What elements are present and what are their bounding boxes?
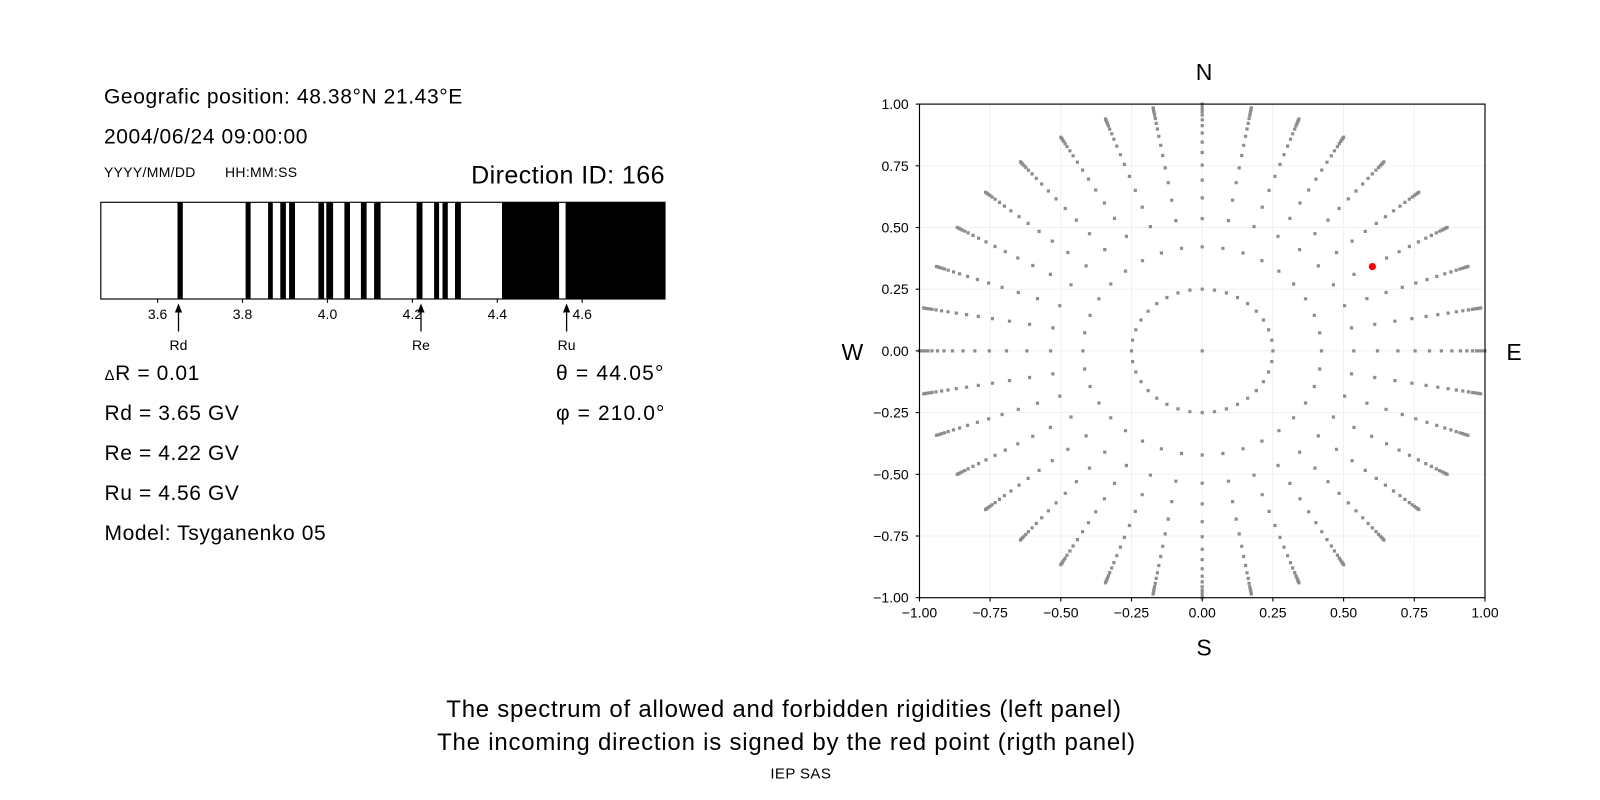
- svg-text:Direction ID: 166: Direction ID: 166: [471, 162, 665, 190]
- svg-text:N: N: [1196, 59, 1213, 85]
- svg-text:0.75: 0.75: [881, 158, 908, 174]
- svg-text:Ru = 4.56 GV: Ru = 4.56 GV: [105, 482, 240, 505]
- svg-text:HH:MM:SS: HH:MM:SS: [225, 164, 297, 180]
- svg-text:The incoming direction is sign: The incoming direction is signed by the …: [437, 729, 1136, 756]
- svg-text:3.6: 3.6: [148, 306, 168, 322]
- svg-text:−0.25: −0.25: [873, 405, 909, 421]
- svg-text:θ = 44.05°: θ = 44.05°: [556, 362, 665, 385]
- svg-text:YYYY/MM/DD: YYYY/MM/DD: [104, 164, 196, 180]
- svg-text:−0.75: −0.75: [972, 605, 1008, 621]
- svg-text:Geografic position: 48.38°N 21: Geografic position: 48.38°N 21.43°E: [104, 86, 463, 109]
- svg-text:1.00: 1.00: [881, 96, 908, 112]
- svg-text:S: S: [1196, 635, 1211, 661]
- svg-text:−1.00: −1.00: [873, 590, 909, 606]
- svg-text:0.50: 0.50: [1330, 605, 1357, 621]
- svg-text:E: E: [1506, 339, 1521, 365]
- svg-text:1.00: 1.00: [1471, 605, 1498, 621]
- svg-text:0.00: 0.00: [1189, 605, 1216, 621]
- svg-text:Model: Tsyganenko 05: Model: Tsyganenko 05: [105, 522, 327, 545]
- svg-text:4.2: 4.2: [403, 306, 423, 322]
- svg-text:−0.25: −0.25: [1114, 605, 1150, 621]
- svg-text:IEP SAS: IEP SAS: [770, 765, 831, 782]
- svg-text:−0.75: −0.75: [873, 528, 909, 544]
- svg-text:Re: Re: [412, 337, 430, 353]
- svg-text:ΔR = 0.01: ΔR = 0.01: [105, 362, 200, 385]
- svg-text:0.00: 0.00: [881, 343, 908, 359]
- svg-text:4.0: 4.0: [318, 306, 338, 322]
- svg-text:−1.00: −1.00: [902, 605, 938, 621]
- svg-text:φ = 210.0°: φ = 210.0°: [556, 402, 666, 425]
- svg-text:The spectrum of allowed and fo: The spectrum of allowed and forbidden ri…: [446, 696, 1121, 723]
- svg-text:W: W: [842, 339, 864, 365]
- svg-text:Re = 4.22 GV: Re = 4.22 GV: [105, 442, 240, 465]
- svg-text:4.4: 4.4: [488, 306, 508, 322]
- svg-text:Rd: Rd: [170, 337, 188, 353]
- svg-text:−0.50: −0.50: [873, 466, 909, 482]
- svg-text:0.75: 0.75: [1401, 605, 1428, 621]
- svg-text:0.50: 0.50: [881, 220, 908, 236]
- svg-text:2004/06/24 09:00:00: 2004/06/24 09:00:00: [104, 126, 308, 149]
- svg-text:0.25: 0.25: [1259, 605, 1286, 621]
- svg-text:3.8: 3.8: [233, 306, 253, 322]
- svg-text:Rd = 3.65 GV: Rd = 3.65 GV: [105, 402, 240, 425]
- svg-text:4.6: 4.6: [572, 306, 592, 322]
- svg-text:0.25: 0.25: [881, 281, 908, 297]
- svg-text:Ru: Ru: [558, 337, 576, 353]
- svg-text:−0.50: −0.50: [1043, 605, 1079, 621]
